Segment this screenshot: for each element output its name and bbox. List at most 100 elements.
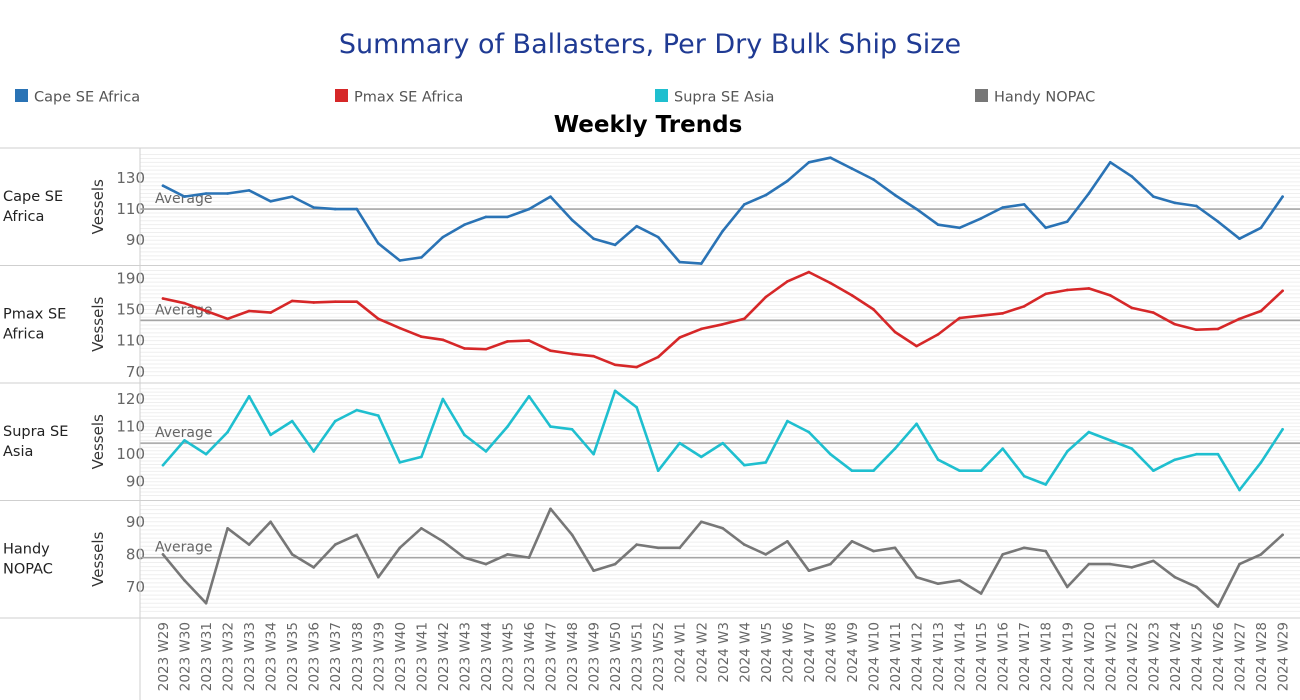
data-point	[398, 461, 402, 464]
x-tick-label: 2024 W18	[1039, 622, 1055, 691]
data-point	[1109, 562, 1112, 566]
data-point	[312, 450, 316, 453]
x-tick-label: 2023 W29	[156, 622, 172, 691]
data-point	[333, 419, 337, 423]
data-point	[764, 461, 768, 464]
data-point	[247, 189, 251, 192]
data-point	[915, 422, 918, 426]
data-point	[656, 355, 660, 359]
data-point	[269, 433, 272, 437]
data-point	[699, 262, 703, 265]
data-point	[1109, 294, 1112, 297]
data-point	[829, 281, 832, 285]
data-point	[1259, 309, 1263, 313]
data-point	[958, 316, 961, 320]
data-point	[1238, 237, 1241, 240]
data-point	[527, 339, 531, 342]
data-point	[312, 206, 316, 209]
data-point	[1001, 206, 1004, 209]
x-tick-label: 2024 W3	[716, 622, 732, 683]
data-point	[377, 317, 380, 321]
data-point	[1195, 585, 1198, 589]
x-tick-label: 2024 W5	[759, 622, 775, 683]
data-point	[1195, 204, 1198, 208]
data-point	[355, 300, 359, 303]
y-tick-label: 90	[126, 473, 145, 491]
x-tick-label: 2023 W36	[307, 622, 323, 691]
data-point	[1173, 575, 1177, 579]
data-point	[1216, 605, 1220, 608]
row-label: Pmax SE Africa	[3, 306, 66, 342]
data-point	[613, 389, 617, 393]
x-tick-label: 2023 W37	[328, 622, 344, 691]
legend-label: Pmax SE Africa	[354, 90, 463, 106]
data-point	[958, 226, 961, 230]
data-point	[183, 301, 186, 305]
y-axis-label: Vessels	[89, 531, 107, 586]
y-tick-label: 80	[126, 545, 145, 563]
data-point	[549, 425, 552, 428]
data-point	[377, 575, 380, 579]
y-tick-label: 120	[116, 390, 145, 408]
data-point	[204, 309, 208, 313]
data-point	[1173, 458, 1177, 461]
legend-swatch	[975, 89, 988, 102]
data-point	[484, 215, 488, 219]
data-point	[484, 450, 488, 453]
data-point	[1238, 317, 1241, 321]
data-point	[226, 430, 229, 434]
data-point	[635, 224, 638, 228]
data-point	[915, 207, 918, 211]
data-point	[1001, 447, 1004, 450]
data-point	[1065, 288, 1069, 292]
data-point	[290, 299, 294, 303]
data-point	[420, 335, 423, 339]
x-tick-label: 2024 W9	[845, 622, 861, 683]
data-point	[915, 575, 918, 579]
data-point	[936, 333, 940, 336]
data-point	[398, 259, 402, 262]
data-point	[721, 441, 725, 445]
data-point	[979, 314, 983, 317]
data-point	[312, 301, 316, 304]
data-point	[1259, 553, 1263, 556]
data-point	[807, 430, 811, 434]
data-point	[915, 344, 918, 348]
data-point	[592, 354, 595, 358]
data-point	[656, 546, 660, 550]
data-point	[161, 553, 165, 556]
data-point	[398, 546, 402, 550]
x-tick-label: 2024 W27	[1233, 622, 1249, 691]
data-point	[743, 463, 746, 467]
data-point	[893, 447, 897, 450]
x-tick-label: 2024 W12	[910, 622, 926, 691]
data-point	[1044, 226, 1048, 230]
data-point	[527, 556, 531, 559]
data-point	[355, 533, 359, 537]
data-point	[936, 223, 940, 226]
x-tick-label: 2023 W42	[436, 622, 452, 691]
data-point	[1022, 305, 1026, 308]
x-tick-label: 2024 W26	[1211, 622, 1227, 691]
x-tick-label: 2024 W4	[737, 622, 753, 683]
data-point	[721, 229, 725, 233]
data-point	[807, 270, 811, 274]
data-point	[161, 463, 165, 467]
data-point	[678, 441, 682, 445]
data-point	[613, 562, 617, 566]
x-tick-label: 2024 W19	[1060, 622, 1076, 691]
data-point	[527, 394, 531, 398]
panel-2: Pmax SE Africa Vessels 70 110 150 190 Average	[0, 269, 1300, 384]
data-point	[1281, 289, 1284, 293]
data-point	[570, 428, 574, 431]
x-tick-label: 2023 W38	[350, 622, 366, 691]
data-point	[1238, 488, 1241, 492]
data-point	[1152, 311, 1155, 314]
data-point	[764, 295, 768, 299]
x-tick-label: 2023 W33	[242, 622, 258, 691]
data-point	[1195, 452, 1198, 456]
data-point	[807, 569, 811, 572]
data-point	[226, 317, 229, 321]
data-point	[290, 553, 294, 556]
